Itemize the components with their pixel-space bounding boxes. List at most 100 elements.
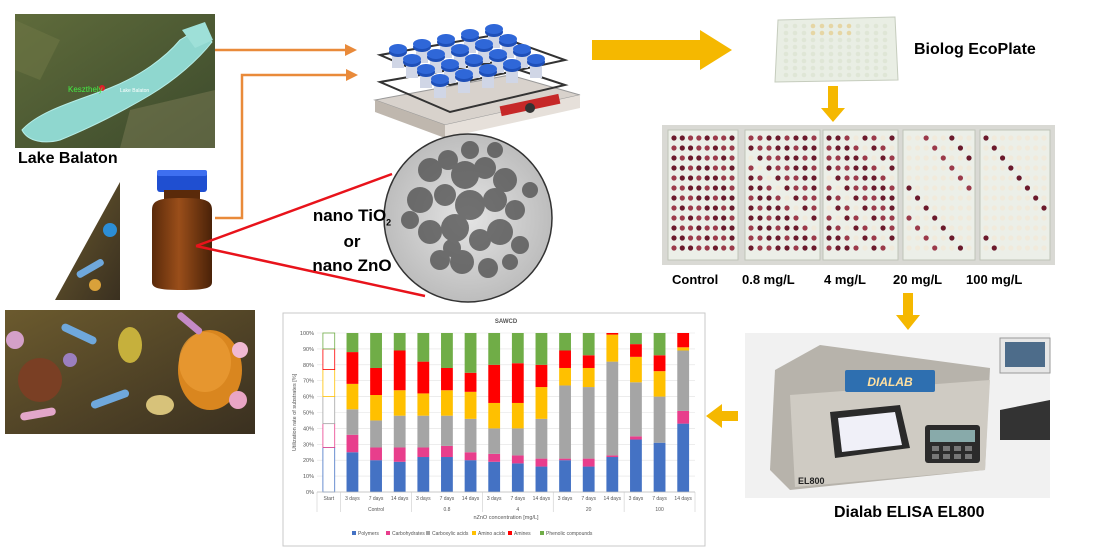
plate-well	[679, 195, 685, 201]
plate-well	[757, 205, 763, 211]
bar-carbohydrates	[441, 445, 453, 458]
ecoplate-well	[864, 37, 870, 43]
plate-well	[784, 185, 790, 191]
plate-well	[704, 205, 710, 211]
plate-well	[949, 235, 955, 241]
plate-well	[853, 185, 859, 191]
plate-well	[721, 205, 727, 211]
bar-carbohydrates	[464, 452, 477, 461]
bar-polymers	[370, 460, 382, 492]
plate-well	[914, 195, 921, 201]
plate-well	[966, 145, 972, 151]
bar-carbohydrates	[346, 434, 359, 453]
plate-well	[679, 185, 685, 191]
y-tick-label: 80%	[303, 363, 314, 369]
plate-well	[844, 145, 850, 151]
plate-well	[940, 195, 946, 201]
plate-well	[991, 195, 997, 201]
plate-well	[784, 195, 790, 201]
plate-well	[757, 175, 763, 181]
plate-well	[704, 135, 710, 141]
plate-well	[914, 135, 921, 141]
y-tick-label: 0%	[306, 490, 314, 496]
plate-well	[1016, 185, 1022, 191]
shaker-bottle-cap-top	[475, 39, 493, 49]
ecoplate-well	[846, 65, 852, 71]
x-tick-label: 7 days	[440, 496, 455, 502]
ecoplate-well	[801, 72, 807, 78]
plate-well	[1041, 145, 1047, 151]
x-tick-label: 3 days	[416, 496, 431, 502]
legend-label: Carboxylic acids	[432, 531, 469, 537]
plate-well	[999, 135, 1006, 141]
plate-well	[775, 245, 781, 251]
bar-amines	[630, 344, 642, 357]
plate-well	[704, 185, 710, 191]
bar-carboxylic-acids	[511, 428, 524, 456]
plate-well	[679, 225, 685, 231]
ecoplate-well	[810, 65, 816, 71]
bar-carbohydrates	[582, 458, 595, 467]
plate-well	[871, 175, 877, 181]
bar-amino-acids	[535, 387, 548, 419]
plate-well	[793, 145, 799, 151]
plate-well	[1024, 145, 1031, 151]
ecoplate-well	[846, 37, 852, 43]
plate-well	[687, 135, 694, 141]
ecoplate-well	[873, 58, 879, 64]
plate-well	[940, 185, 946, 191]
plate-well	[793, 205, 799, 211]
plate-well	[862, 145, 868, 151]
plate-well	[862, 155, 868, 161]
ecoplate-well	[819, 72, 825, 78]
plate-well	[906, 135, 912, 141]
plate-well	[1041, 225, 1047, 231]
plate-well	[983, 215, 989, 221]
plate-well	[1024, 135, 1031, 141]
x-tick-label: 7 days	[581, 496, 596, 502]
plate-well	[1008, 235, 1014, 241]
plate-well	[923, 145, 929, 151]
plate-well	[966, 185, 972, 191]
ecoplate-well	[864, 51, 870, 57]
plate-well	[871, 135, 877, 141]
plate-well	[671, 245, 677, 251]
ecoplate-3	[822, 129, 899, 261]
ecoplate-2	[744, 129, 821, 261]
shaker-bottle-cap-top	[413, 39, 431, 49]
plate-well	[880, 195, 886, 201]
ecoplate-well	[828, 44, 834, 50]
plate-well	[687, 155, 694, 161]
ecoplate-well	[837, 58, 843, 64]
x-tick-label: 14 days	[674, 496, 692, 502]
plate-well	[1008, 135, 1014, 141]
nanoparticle-mark	[511, 236, 529, 254]
plate-well	[914, 245, 921, 251]
plate-well	[949, 145, 955, 151]
plate-well	[1033, 135, 1039, 141]
x-tick-label: 3 days	[345, 496, 360, 502]
plate-well	[844, 215, 850, 221]
plate-well	[748, 155, 754, 161]
ecoplate-well	[855, 51, 861, 57]
plate-well	[793, 185, 799, 191]
plate-well	[871, 165, 877, 171]
plate-well	[853, 145, 859, 151]
plate-well	[826, 185, 832, 191]
plate-well	[949, 195, 955, 201]
plate-well	[853, 195, 859, 201]
plate-well	[766, 215, 772, 221]
ecoplate-series	[662, 125, 1055, 265]
ecoplate-well	[855, 58, 861, 64]
plate-well	[932, 155, 938, 161]
plate-well	[687, 145, 694, 151]
bar-phenolic-compounds	[441, 333, 453, 368]
bar-carboxylic-acids	[393, 415, 406, 448]
plate-well	[835, 175, 841, 181]
plate-well	[712, 205, 719, 211]
plate-well	[991, 205, 997, 211]
x-tick-label: 3 days	[558, 496, 573, 502]
plate-well	[999, 175, 1006, 181]
y-axis-label: Utilization rate of substrates [%]	[292, 373, 298, 451]
nanoparticle-mark	[441, 214, 469, 242]
